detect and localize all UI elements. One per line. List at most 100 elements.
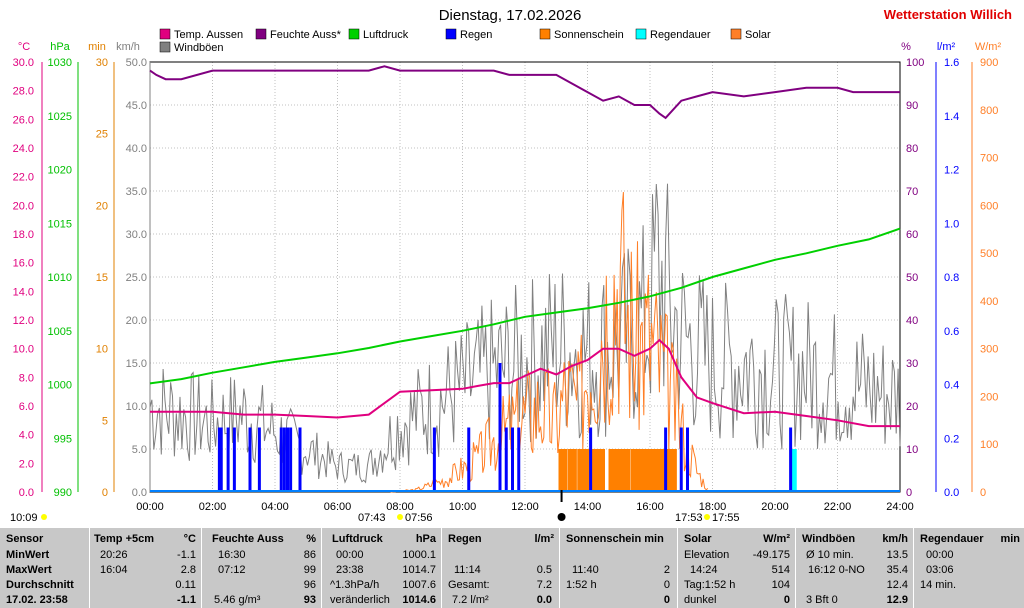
humidity-max-time: 07:12 [218, 564, 246, 576]
sunshine-bar [621, 449, 630, 492]
legend-swatch [159, 41, 171, 53]
solar-axis-tick-label: 300 [980, 344, 998, 356]
rain-bar [511, 427, 514, 492]
humidity-avg-value: 96 [303, 579, 316, 591]
sunshine-bar [577, 449, 587, 492]
rain-total-value: 7.2 [536, 579, 552, 591]
solar-axis-tick-label: 900 [980, 57, 998, 69]
wind-current-value: 12.9 [886, 594, 908, 606]
x-tick-label: 16:00 [636, 501, 664, 513]
humidity-min-value: 86 [303, 549, 316, 561]
temp-axis-tick-label: 0.0 [19, 487, 34, 499]
wind-axis-tick-label: 45.0 [126, 100, 147, 112]
sunshine-bar [608, 449, 618, 492]
solar-axis-tick-label: 400 [980, 296, 998, 308]
temp-axis-tick-label: 30.0 [13, 57, 34, 69]
rainduration-total: 14 min. [920, 579, 957, 591]
legend-label: Temp. Aussen [174, 29, 243, 41]
wind-avg-label: Ø 10 min. [806, 549, 854, 561]
sunshine-bar [630, 449, 640, 492]
legend-label: Feuchte Auss* [270, 29, 342, 41]
legend-swatch [730, 28, 742, 40]
humidity-min-time: 16:30 [218, 549, 246, 561]
sensor-row-label: Durchschnitt [6, 579, 74, 591]
humidity-axis-tick-label: 60 [906, 229, 918, 241]
humidity-axis-tick-label: 50 [906, 272, 918, 284]
rain-axis-tick-label: 1.4 [944, 111, 959, 123]
wind-unit: km/h [882, 533, 908, 545]
solar-axis-tick-label: 500 [980, 248, 998, 260]
rain-axis-tick-label: 0.6 [944, 326, 959, 338]
rainduration-min-time: 00:00 [926, 549, 954, 561]
minutes-axis-tick-label: 30 [96, 57, 108, 69]
moon-icon [557, 513, 566, 521]
legend-swatch [255, 28, 267, 40]
sunshine-bar [558, 449, 568, 492]
series-line-solar [390, 192, 709, 493]
temp-min-value: -1.1 [177, 549, 196, 561]
rain-axis-tick-label: 0.4 [944, 380, 959, 392]
solar-elevation-label: Elevation [684, 549, 730, 561]
humidity-axis-tick-label: 90 [906, 100, 918, 112]
temp-axis-tick-label: 2.0 [19, 458, 34, 470]
series-line-windgust [149, 183, 901, 484]
series-line-temperature [150, 338, 900, 428]
summary-temp-column: Temp +5cm °C 20:26 -1.1 16:04 2.8 0.11 -1.1 [94, 528, 202, 608]
pressure-axis-tick-label: 1000 [48, 380, 72, 392]
temp-avg-value: 0.11 [175, 579, 196, 591]
temp-axis-unit: °C [18, 41, 30, 53]
rain-bar [217, 427, 221, 492]
legend-label: Windböen [174, 42, 224, 54]
sunshine-bar [649, 449, 659, 492]
temp-max-value: 2.8 [180, 564, 196, 576]
legend-swatch [159, 28, 171, 40]
rain-bar [286, 427, 289, 492]
temp-header: Temp +5cm [94, 533, 155, 545]
rainduration-unit: min [1000, 533, 1020, 545]
temp-axis-tick-label: 4.0 [19, 430, 34, 442]
summary-solar-column: Solar W/m² Elevation -49.175 14:24 514 Tag:… [682, 528, 796, 608]
temp-axis-tick-label: 22.0 [13, 172, 34, 184]
humidity-max-value: 99 [303, 564, 316, 576]
temp-axis-tick-label: 16.0 [13, 258, 34, 270]
rain-bar [589, 427, 593, 492]
sunrise-time: 07:43 [358, 512, 386, 524]
rainduration-header: Regendauer [920, 533, 984, 545]
legend-swatch [348, 28, 360, 40]
x-tick-label: 10:00 [449, 501, 477, 513]
wind-max-value: 35.4 [886, 564, 908, 576]
wind-axis-tick-label: 0.0 [132, 487, 147, 499]
sunshine-bar [655, 449, 665, 492]
temp-unit: °C [183, 533, 196, 545]
temp-max-time: 16:04 [100, 564, 128, 576]
summary-rainduration-column: Regendauer min 00:00 03:06 14 min. [918, 528, 1022, 608]
rain-bar [432, 427, 436, 492]
sunshine-bar [642, 449, 652, 492]
summary-wind-column: Windböen km/h Ø 10 min. 13.5 16:12 0-NO 35.… [800, 528, 914, 608]
weather-chart: Dienstag, 17.02.2026 Wetterstation Willic… [10, 7, 1012, 524]
rain-unit: l/m² [534, 533, 554, 545]
temp-axis-tick-label: 28.0 [13, 86, 34, 98]
wind-axis-tick-label: 40.0 [126, 143, 147, 155]
sensor-header: Sensor [6, 533, 44, 545]
temp-axis-tick-label: 10.0 [13, 344, 34, 356]
humidity-header: Feuchte Auss [212, 533, 284, 545]
sunshine-max-time: 11:40 [572, 564, 599, 576]
pressure-header: Luftdruck [332, 533, 383, 545]
rain-axis-tick-label: 0.2 [944, 433, 959, 445]
summary-sunshine-column: Sonnenschein min 11:40 2 1:52 h 0 0 [564, 528, 678, 608]
sunshine-bar [596, 449, 605, 492]
sunshine-bar [636, 449, 646, 492]
humidity-axis-tick-label: 40 [906, 315, 918, 327]
sun-icon [41, 514, 47, 520]
pressure-axis-tick-label: 995 [54, 433, 72, 445]
temp-axis-tick-label: 26.0 [13, 114, 34, 126]
humidity-axis-tick-label: 20 [906, 401, 918, 413]
rain-bar [257, 427, 261, 492]
rain-current-value: 0.0 [536, 594, 552, 606]
temp-axis-tick-label: 24.0 [13, 143, 34, 155]
pressure-axis-tick-label: 1010 [48, 272, 72, 284]
minutes-axis-tick-label: 0 [102, 487, 108, 499]
summary-sensor-column: Sensor MinWert MaxWert Durchschnitt 17.0… [6, 528, 90, 608]
sunshine-max-value: 2 [663, 564, 670, 576]
